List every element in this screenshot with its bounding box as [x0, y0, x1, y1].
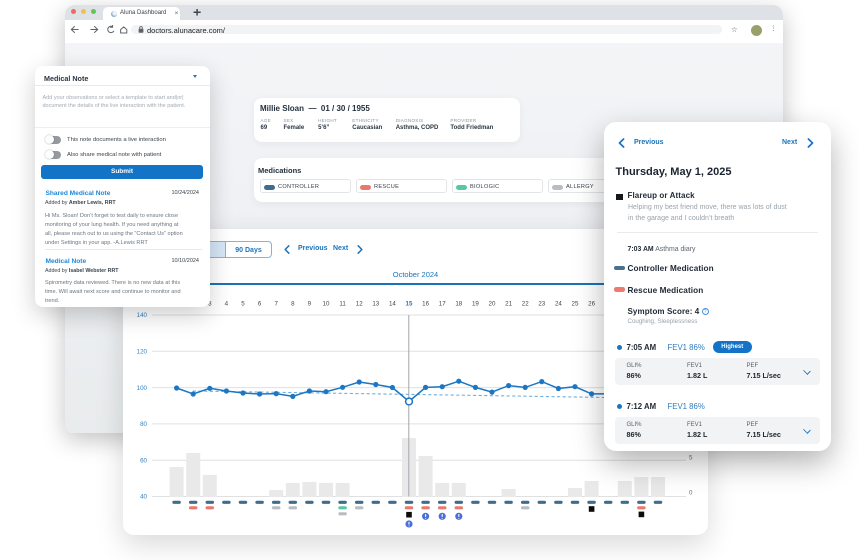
svg-text:100: 100 — [137, 385, 148, 392]
svg-text:80: 80 — [140, 421, 147, 428]
svg-text:12: 12 — [356, 301, 363, 308]
svg-text:60: 60 — [140, 457, 147, 464]
svg-text:0: 0 — [689, 490, 693, 497]
svg-text:22: 22 — [522, 301, 529, 308]
svg-text:11: 11 — [339, 301, 346, 308]
svg-text:20: 20 — [489, 301, 496, 308]
svg-text:8: 8 — [291, 301, 295, 308]
svg-text:10: 10 — [323, 301, 330, 308]
svg-text:40: 40 — [140, 494, 147, 501]
svg-text:4: 4 — [225, 301, 229, 308]
svg-text:23: 23 — [538, 301, 545, 308]
svg-text:15: 15 — [406, 301, 413, 308]
svg-text:9: 9 — [308, 301, 312, 308]
svg-text:16: 16 — [422, 301, 429, 308]
svg-text:13: 13 — [372, 301, 379, 308]
svg-text:7: 7 — [274, 301, 278, 308]
svg-text:140: 140 — [137, 312, 148, 319]
svg-text:25: 25 — [572, 301, 579, 308]
svg-text:18: 18 — [455, 301, 462, 308]
svg-text:24: 24 — [555, 301, 562, 308]
svg-text:5: 5 — [241, 301, 245, 308]
svg-text:26: 26 — [588, 301, 595, 308]
svg-text:6: 6 — [258, 301, 262, 308]
svg-text:120: 120 — [137, 349, 148, 356]
svg-text:3: 3 — [208, 301, 212, 308]
svg-text:14: 14 — [389, 301, 396, 308]
svg-text:17: 17 — [439, 301, 446, 308]
svg-text:21: 21 — [505, 301, 512, 308]
svg-text:5: 5 — [689, 455, 693, 462]
svg-text:19: 19 — [472, 301, 479, 308]
